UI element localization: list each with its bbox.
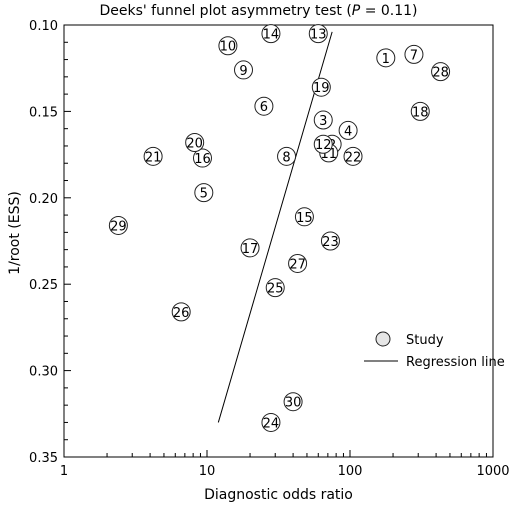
study-label: 7	[410, 48, 418, 63]
study-point	[313, 134, 333, 154]
x-tick-label: 1000	[476, 464, 509, 479]
study-point	[404, 44, 424, 64]
study-point	[240, 238, 260, 258]
study-point	[171, 302, 191, 322]
study-label: 29	[110, 219, 127, 234]
chart-title-suffix: = 0.11)	[360, 3, 418, 19]
study-label: 1	[382, 52, 390, 67]
study-point	[192, 148, 212, 168]
study-point	[194, 183, 214, 203]
study-point	[254, 96, 274, 116]
study-point	[410, 101, 430, 121]
legend-study-label: Study	[406, 333, 444, 348]
plot-frame	[63, 24, 494, 458]
study-label: 16	[194, 152, 211, 167]
study-point	[234, 60, 254, 80]
study-point	[108, 215, 128, 235]
legend-study-marker	[375, 331, 391, 347]
study-label: 8	[282, 150, 290, 165]
study-label: 14	[263, 28, 280, 43]
x-axis-label: Diagnostic odds ratio	[204, 487, 353, 503]
y-tick-label: 0.30	[29, 365, 58, 380]
study-point	[338, 120, 358, 140]
study-point	[288, 253, 308, 273]
study-point	[143, 146, 163, 166]
study-point	[277, 146, 297, 166]
study-point	[294, 207, 314, 227]
study-label: 20	[186, 137, 203, 152]
x-tick-label: 100	[338, 464, 363, 479]
x-tick-label: 10	[199, 464, 216, 479]
y-tick-label: 0.25	[29, 278, 58, 293]
study-point	[261, 412, 281, 432]
study-point	[261, 24, 281, 44]
study-label: 23	[322, 235, 339, 250]
study-label: 24	[263, 416, 280, 431]
y-tick-label: 0.20	[29, 192, 58, 207]
study-label: 12	[315, 138, 332, 153]
study-point	[343, 146, 363, 166]
study-label: 9	[239, 64, 247, 79]
study-label: 4	[344, 124, 352, 139]
study-label: 22	[345, 150, 362, 165]
study-point	[308, 24, 328, 44]
study-point	[320, 231, 340, 251]
study-label: 21	[145, 150, 162, 165]
study-label: 28	[432, 66, 449, 81]
chart-title-p-symbol: P	[351, 3, 361, 19]
study-point	[283, 392, 303, 412]
study-label: 6	[260, 100, 268, 115]
study-label: 25	[267, 282, 284, 297]
study-label: 5	[200, 187, 208, 202]
y-axis-label: 1/root (ESS)	[7, 191, 23, 275]
study-label: 10	[220, 40, 237, 55]
study-label: 19	[313, 81, 330, 96]
study-point	[313, 110, 333, 130]
study-point	[185, 133, 205, 153]
study-point	[311, 77, 331, 97]
study-label: 15	[296, 211, 313, 226]
y-tick-label: 0.35	[29, 451, 58, 466]
study-point	[431, 62, 451, 82]
study-point	[376, 48, 396, 68]
study-label: 17	[242, 242, 259, 257]
regression-line	[217, 31, 333, 423]
chart-title: Deeks' funnel plot asymmetry test (P = 0…	[0, 3, 517, 19]
study-label: 26	[173, 306, 190, 321]
study-point	[265, 278, 285, 298]
chart-title-prefix: Deeks' funnel plot asymmetry test (	[99, 3, 352, 19]
y-tick-label: 0.10	[29, 19, 58, 34]
study-label: 18	[412, 105, 429, 120]
study-point	[218, 36, 238, 56]
study-label: 30	[285, 396, 302, 411]
study-label: 13	[310, 28, 327, 43]
study-label: 27	[289, 257, 306, 272]
study-label: 3	[319, 114, 327, 129]
legend-regression-label: Regression line	[406, 355, 505, 370]
y-tick-label: 0.15	[29, 105, 58, 120]
x-tick-label: 1	[60, 464, 68, 479]
